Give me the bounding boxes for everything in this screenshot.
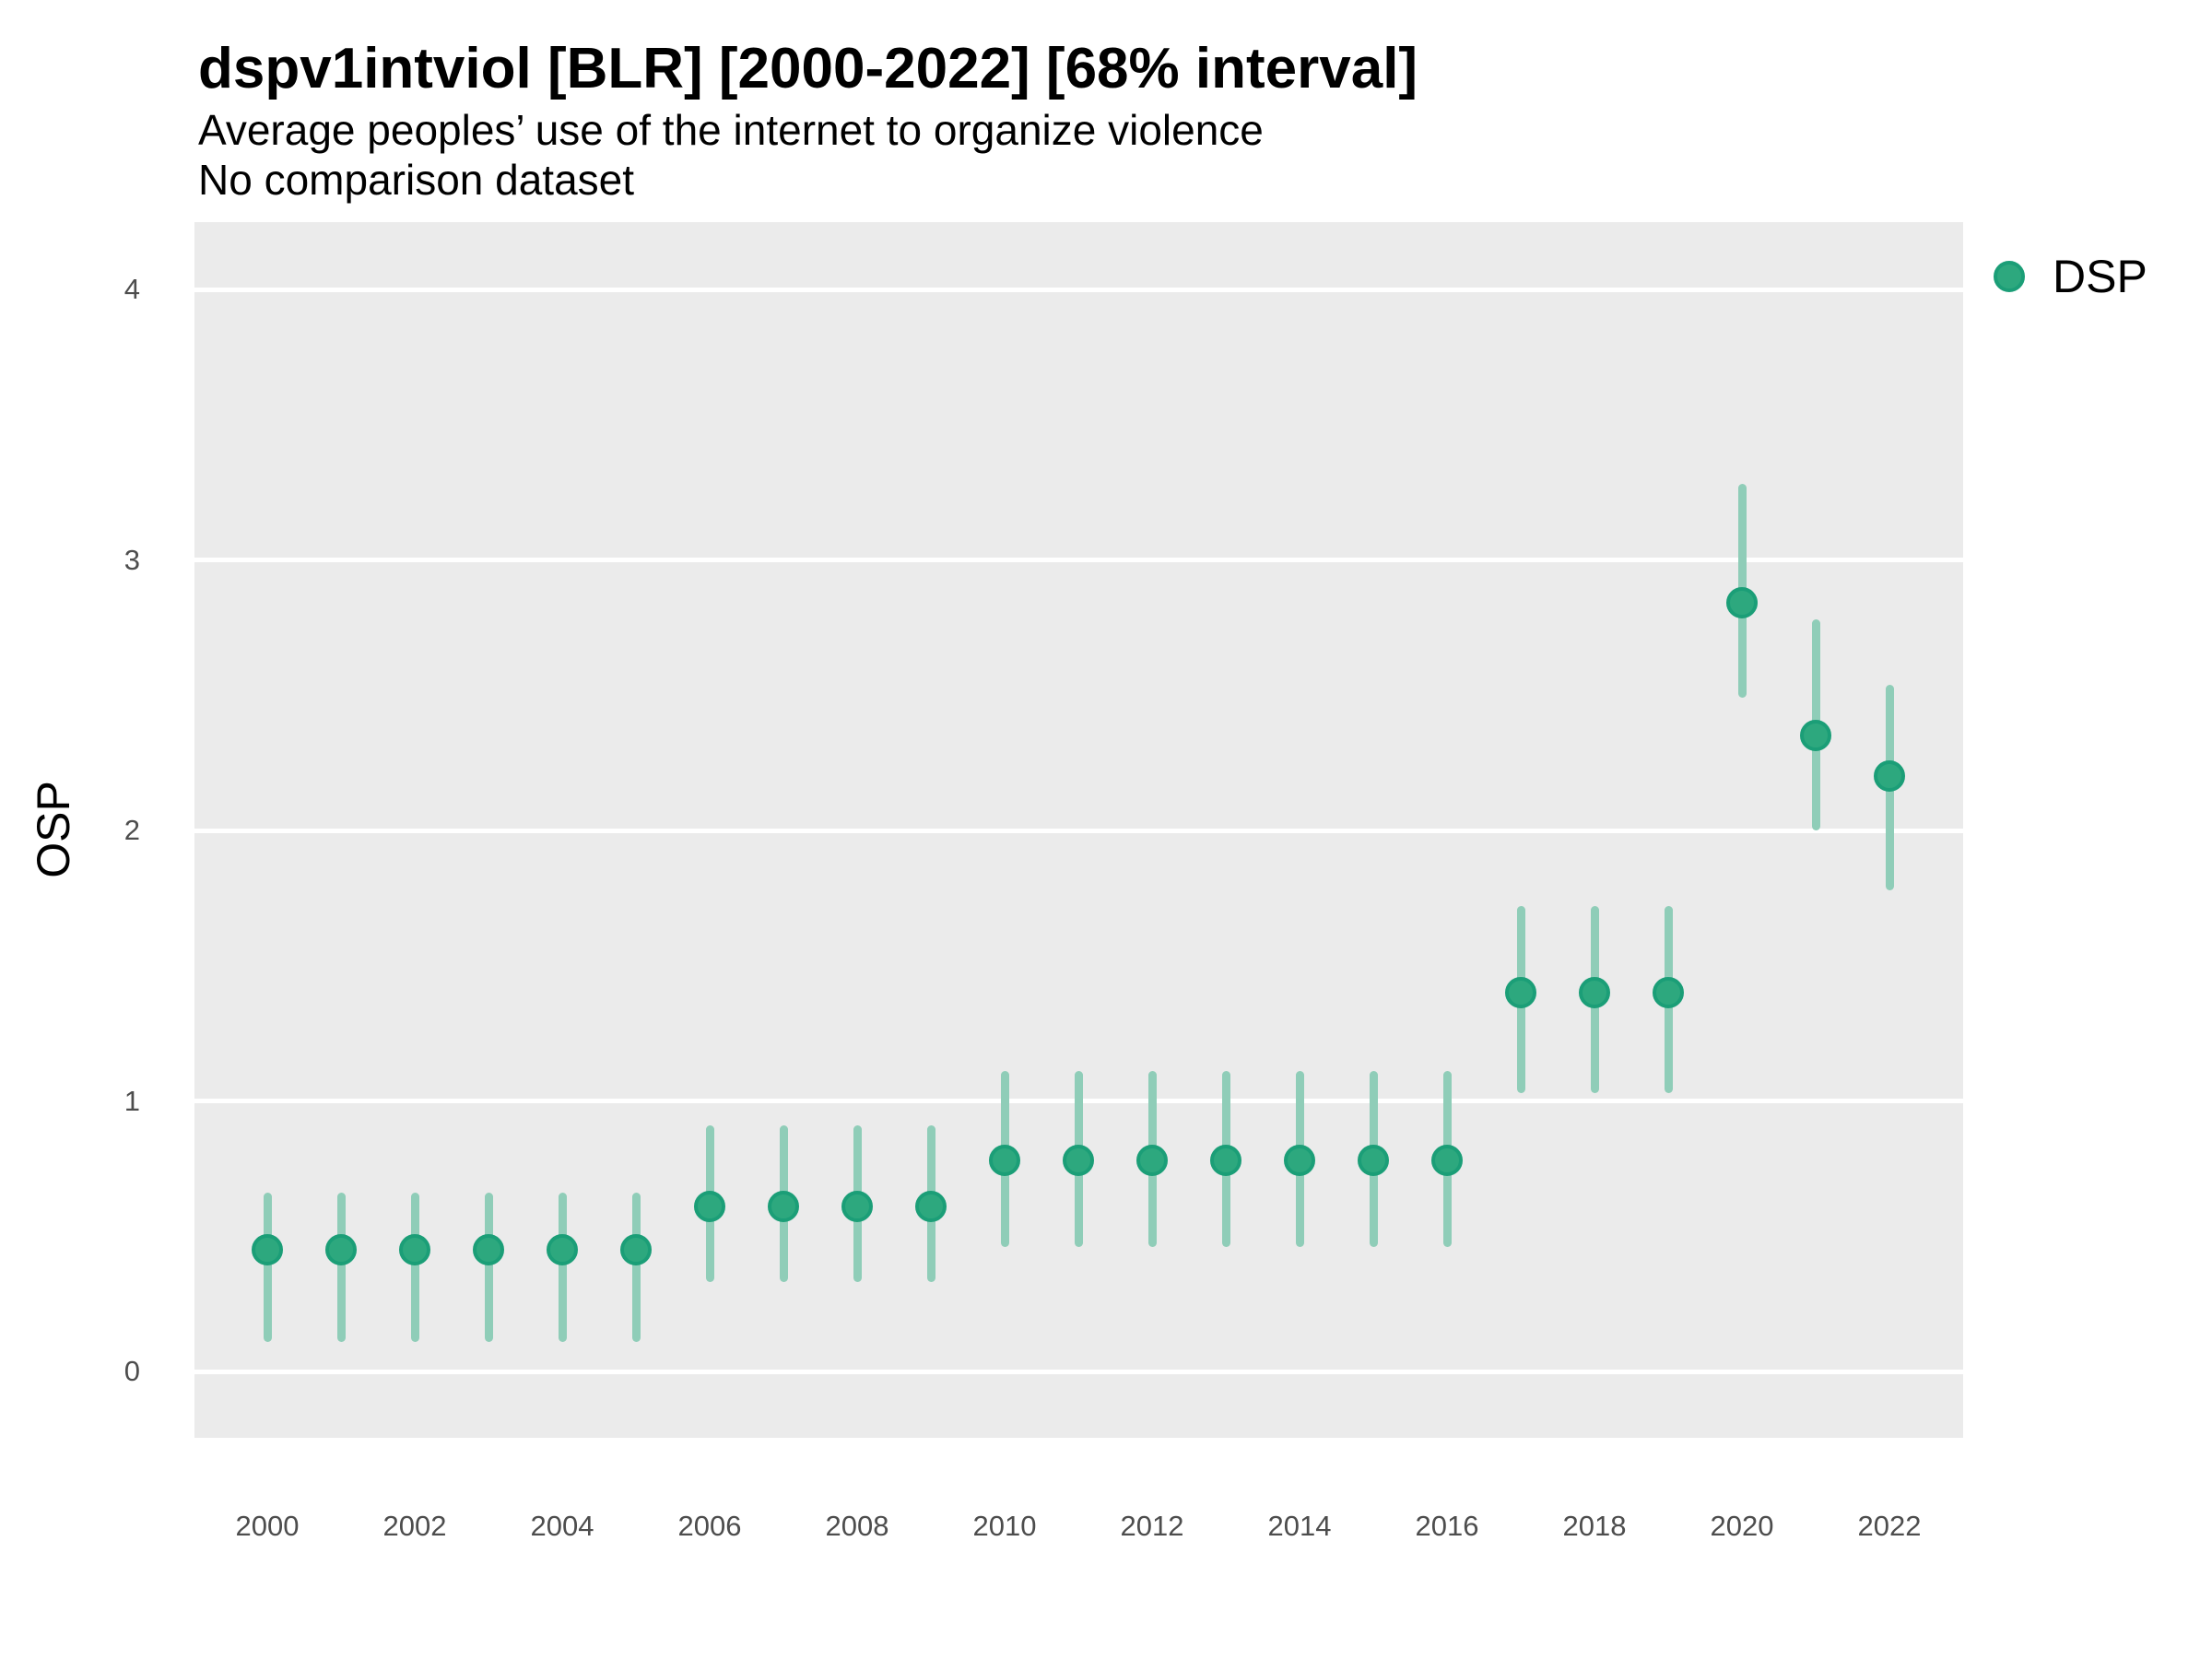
data-point-2013 [1210,1145,1241,1177]
data-point-2018 [1579,977,1610,1009]
data-point-2012 [1136,1145,1168,1177]
data-point-2003 [473,1233,504,1265]
x-tick-label-2012: 2012 [1120,1510,1184,1542]
chart-subtitle: Average peoples’ use of the internet to … [198,106,1264,154]
data-point-2016 [1431,1145,1463,1177]
chart-title: dspv1intviol [BLR] [2000-2022] [68% inte… [198,37,1418,100]
legend-label: DSP [2053,251,2147,302]
x-tick-label-2016: 2016 [1415,1510,1479,1542]
data-point-2017 [1505,977,1536,1009]
gridline-y-4 [194,287,1963,292]
y-tick-label-2: 2 [124,814,140,846]
data-point-2020 [1726,587,1758,619]
x-tick-label-2014: 2014 [1267,1510,1332,1542]
data-point-2004 [547,1233,578,1265]
y-tick-label-0: 0 [124,1355,140,1387]
x-tick-label-2010: 2010 [972,1510,1037,1542]
interval-line-2005 [631,1193,641,1342]
x-tick-label-2022: 2022 [1857,1510,1922,1542]
plot-panel [194,222,1963,1438]
x-tick-label-2000: 2000 [235,1510,300,1542]
interval-line-2004 [558,1193,567,1342]
chart-subtitle-line2: No comparison dataset [198,156,635,204]
gridline-y-3 [194,558,1963,562]
interval-line-2003 [484,1193,493,1342]
x-tick-label-2002: 2002 [382,1510,447,1542]
data-point-2009 [915,1190,947,1222]
y-tick-label-3: 3 [124,543,140,576]
data-point-2014 [1284,1145,1315,1177]
y-tick-label-1: 1 [124,1084,140,1117]
gridline-y-0 [194,1369,1963,1374]
x-tick-label-2006: 2006 [677,1510,742,1542]
data-point-2015 [1358,1145,1389,1177]
data-point-2006 [694,1190,725,1222]
data-point-2008 [841,1190,873,1222]
x-tick-label-2004: 2004 [530,1510,594,1542]
interval-line-2002 [410,1193,419,1342]
gridline-y-2 [194,828,1963,833]
data-point-2021 [1800,720,1831,752]
data-point-2001 [325,1233,357,1265]
x-tick-label-2018: 2018 [1562,1510,1627,1542]
legend-dot-icon [1994,261,2025,292]
x-tick-label-2008: 2008 [825,1510,889,1542]
data-point-2007 [768,1190,799,1222]
data-point-2022 [1874,760,1905,793]
data-point-2005 [620,1233,652,1265]
data-point-2010 [989,1145,1020,1177]
data-point-2000 [252,1233,283,1265]
data-point-2002 [399,1233,430,1265]
legend: DSP [1994,249,2147,304]
data-point-2011 [1063,1145,1094,1177]
interval-line-2000 [263,1193,272,1342]
y-tick-label-4: 4 [124,273,140,305]
data-point-2019 [1653,977,1684,1009]
x-tick-label-2020: 2020 [1710,1510,1774,1542]
interval-line-2001 [336,1193,346,1342]
